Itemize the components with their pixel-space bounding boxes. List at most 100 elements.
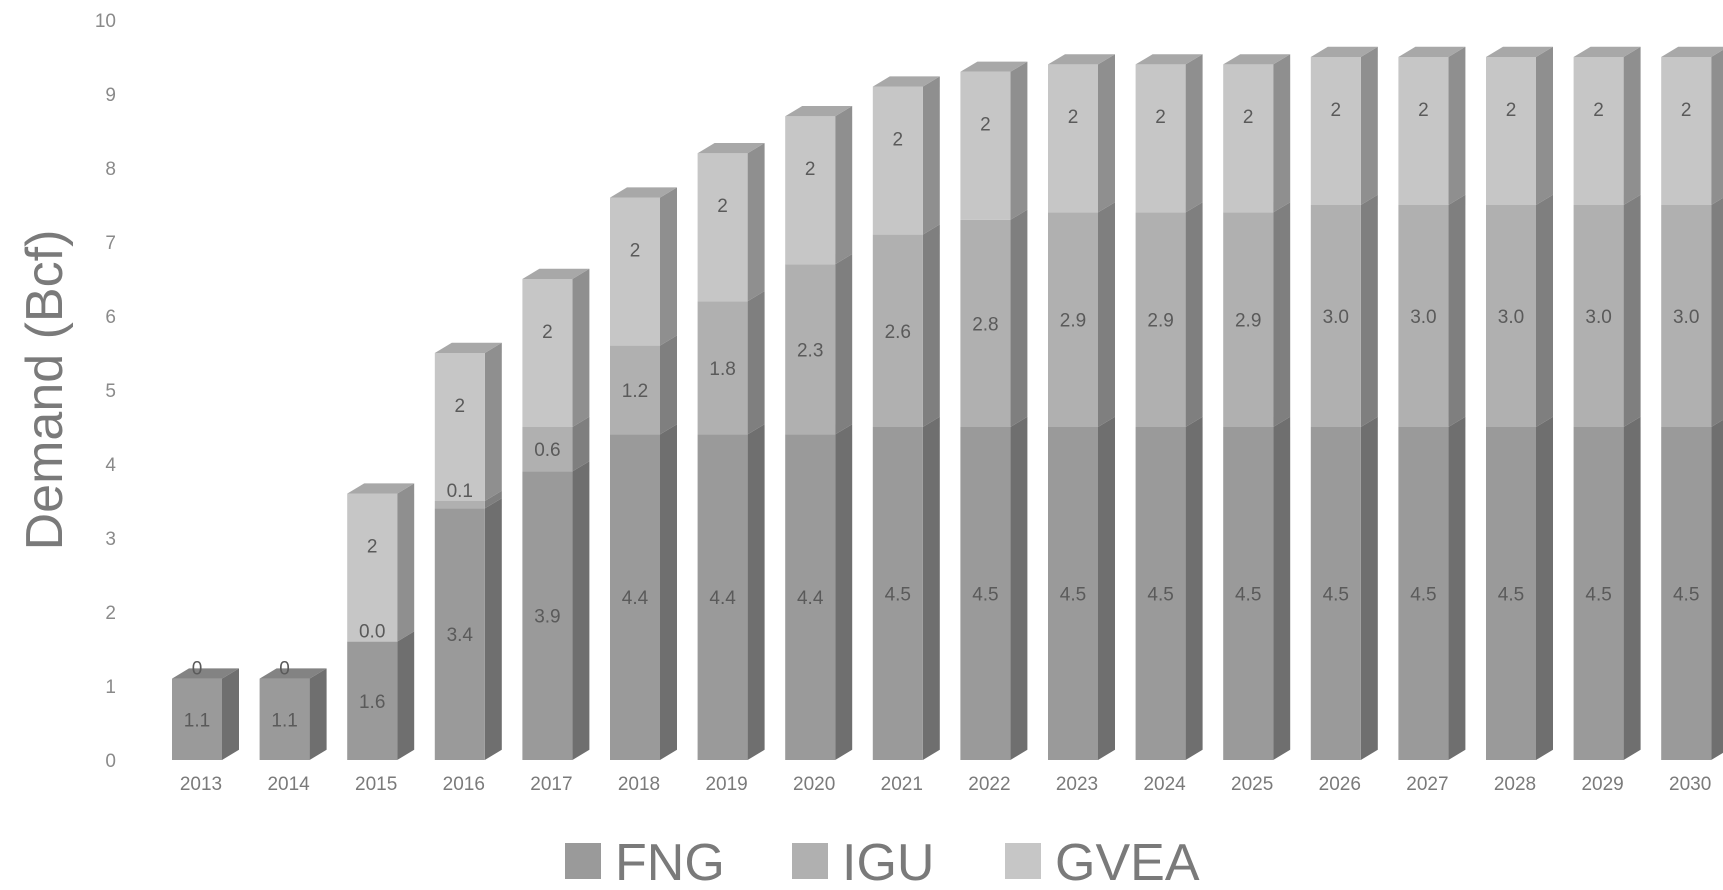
- legend-item-fng: FNG: [565, 834, 725, 890]
- data-label-gvea: 2: [630, 240, 641, 261]
- data-label-igu: 2.8: [972, 314, 998, 335]
- legend-swatch: [565, 843, 601, 879]
- bar-segment-igu: [1661, 205, 1712, 427]
- bar-segment-igu: [1573, 205, 1624, 427]
- x-tick-label: 2022: [968, 774, 1010, 795]
- x-tick-label: 2021: [881, 774, 923, 795]
- legend-swatch: [792, 843, 828, 879]
- x-tick-label: 2015: [355, 774, 397, 795]
- x-axis: 2013 2014 2015 2016 2017 2018 2019 2020 2021 2022…: [180, 774, 1711, 795]
- bar-side-gvea: [397, 483, 415, 642]
- bar-side-fng: [397, 631, 415, 760]
- y-axis-title: Demand (Bcf): [16, 230, 74, 551]
- bar-segment-gvea: [785, 116, 836, 265]
- bar-side-fng: [572, 461, 590, 760]
- bar-segment-fng: [785, 434, 836, 760]
- bar-segment-gvea: [1486, 57, 1536, 205]
- data-label-igu: 3.0: [1410, 307, 1436, 328]
- bar-top: [347, 483, 415, 494]
- bar-side-igu: [1711, 197, 1723, 427]
- data-label-gvea: 2: [1243, 107, 1254, 128]
- bar-side-igu: [922, 224, 940, 427]
- y-tick-label: 9: [105, 85, 116, 106]
- x-tick-label: 2025: [1231, 774, 1273, 795]
- data-label-gvea: 2: [893, 129, 904, 150]
- bar-stack-2016: 3.4 0.1 2: [434, 342, 502, 760]
- data-label-gvea: 2: [1681, 100, 1692, 121]
- bar-side-fng: [1360, 416, 1378, 760]
- bar-side-fng: [922, 416, 940, 760]
- data-label-igu: 3.0: [1585, 307, 1611, 328]
- bar-side-gvea: [1623, 46, 1641, 205]
- bar-stack-2027: 4.5 3.0 2: [1398, 46, 1466, 760]
- data-label-igu: 2.9: [1235, 311, 1261, 332]
- bar-stack-2015: 1.6 0.0 2: [347, 483, 415, 760]
- bar-segment-fng: [610, 434, 660, 760]
- bar-segment-gvea: [1398, 57, 1449, 205]
- data-label-gvea: 2: [542, 322, 553, 343]
- bar-stack-2021: 4.5 2.6 2: [872, 76, 940, 760]
- data-label-fng: 4.4: [797, 588, 824, 609]
- data-label-igu: 2.9: [1147, 311, 1173, 332]
- data-label-gvea: 2: [367, 536, 378, 557]
- bar-top: [172, 668, 239, 679]
- bar-side-igu: [572, 416, 590, 472]
- bar-side-gvea: [747, 143, 765, 302]
- data-label-fng: 1.6: [359, 692, 385, 713]
- data-label-gvea: 2: [1506, 100, 1517, 121]
- data-label-igu: 1.2: [622, 381, 648, 402]
- bar-segment-igu: [434, 501, 485, 509]
- y-tick-label: 0: [105, 751, 116, 772]
- legend-item-igu: IGU: [792, 834, 934, 890]
- bar-segment-fng: [1048, 427, 1098, 760]
- bar-top: [1486, 46, 1553, 57]
- data-label-fng: 4.5: [885, 585, 911, 606]
- legend-swatch: [1005, 843, 1041, 879]
- data-label-gvea: 2: [980, 115, 991, 136]
- bar-side-gvea: [1185, 54, 1203, 213]
- bar-segment-fng: [1398, 427, 1449, 760]
- bar-stack-2014: 1.10: [259, 659, 327, 760]
- bar-side-igu: [1010, 209, 1028, 427]
- bar-top: [434, 342, 502, 353]
- bar-segment-fng: [1486, 427, 1536, 760]
- bar-segment-igu: [872, 234, 923, 427]
- bar-stack-2029: 4.5 3.0 2: [1573, 46, 1641, 760]
- bar-side-igu: [660, 335, 677, 435]
- data-label-gvea: 2: [1418, 100, 1429, 121]
- bar-segment-igu: [1048, 212, 1098, 427]
- bar-top: [1310, 46, 1378, 57]
- bar-stack-2017: 3.9 0.6 2: [522, 268, 590, 760]
- bar-side-fng: [1448, 416, 1466, 760]
- bar-segment-gvea: [1573, 57, 1624, 205]
- bar-stack-2026: 4.5 3.0 2: [1310, 46, 1378, 760]
- bar-top: [1573, 46, 1641, 57]
- x-tick-label: 2017: [530, 774, 572, 795]
- bar-segment-fng: [872, 427, 923, 760]
- bar-segment-igu: [1223, 212, 1274, 427]
- data-label-fng: 3.9: [534, 607, 560, 628]
- bar-segment-fng: [1135, 427, 1186, 760]
- bar-stack-2024: 4.5 2.9 2: [1135, 54, 1203, 760]
- data-label-igu: 2.3: [797, 340, 823, 361]
- bar-side-gvea: [1536, 46, 1553, 205]
- data-label-igu: 0.6: [534, 440, 560, 461]
- bar-segment-igu: [610, 345, 660, 435]
- bar-segment-gvea: [872, 86, 923, 235]
- x-tick-label: 2026: [1319, 774, 1361, 795]
- y-tick-label: 4: [105, 455, 116, 476]
- legend-label: IGU: [842, 834, 934, 890]
- bar-segment-gvea: [1310, 57, 1361, 205]
- data-label-fng: 4.5: [1323, 585, 1349, 606]
- bar-segment-igu: [785, 264, 836, 435]
- bar-side-fng: [1711, 419, 1723, 760]
- bar-segment-fng: [1223, 427, 1274, 760]
- y-tick-label: 6: [105, 307, 116, 328]
- bar-stack-2025: 4.5 2.9 2: [1223, 54, 1291, 760]
- data-label-fng: 1.1: [271, 710, 297, 731]
- data-label-igu: 0: [279, 659, 290, 680]
- bar-top: [1398, 46, 1466, 57]
- bar-side-fng: [1185, 416, 1203, 760]
- bar-segment-fng: [1310, 427, 1361, 760]
